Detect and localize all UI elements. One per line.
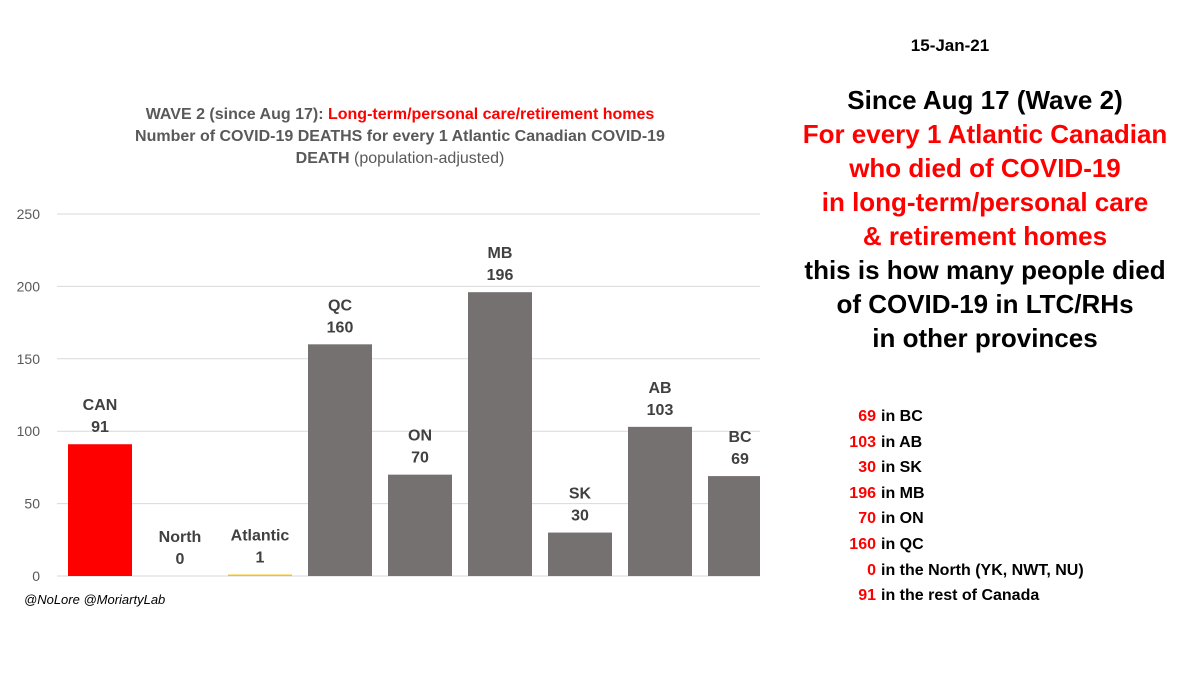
summary-row: 69 in BC: [800, 404, 1200, 430]
bar-value-label: 30: [571, 508, 589, 525]
bar-category-label: MB: [488, 245, 513, 262]
bar-atlantic: [228, 574, 292, 576]
summary-value: 30: [858, 459, 876, 477]
summary-row: 103 in AB: [800, 430, 1200, 456]
bar-ab: [628, 426, 692, 576]
summary-label: in the North (YK, NWT, NU): [881, 561, 1084, 579]
chart-title-line3-normal: (population-adjusted): [349, 150, 505, 167]
bar-value-label: 196: [487, 267, 514, 284]
summary-value: 69: [858, 408, 876, 425]
y-tick-label: 0: [32, 568, 40, 584]
bar-value-label: 1: [256, 550, 265, 567]
y-tick-label: 50: [24, 496, 40, 512]
chart-title-line3: DEATH (population-adjusted): [60, 148, 740, 170]
summary-row: 160 in QC: [800, 532, 1200, 558]
headline-line1: Since Aug 17 (Wave 2): [847, 85, 1123, 115]
bar-category-label: QC: [328, 297, 352, 314]
chart-title-prefix: WAVE 2 (since Aug 17):: [145, 106, 328, 123]
y-tick-label: 250: [17, 206, 41, 222]
bar-sk: [548, 532, 612, 576]
bar-value-label: 70: [411, 450, 429, 467]
summary-label: in SK: [881, 459, 922, 477]
summary-label: in BC: [881, 408, 923, 425]
summary-label: in AB: [881, 433, 923, 451]
bar-qc: [308, 344, 372, 576]
summary-row: 196 in MB: [800, 481, 1200, 507]
summary-row: 70 in ON: [800, 506, 1200, 532]
summary-value: 103: [849, 433, 876, 451]
bar-category-label: AB: [648, 380, 671, 397]
headline-red-line-3: in long-term/personal care: [821, 187, 1149, 217]
bar-value-label: 0: [176, 551, 185, 568]
summary-label: in the rest of Canada: [881, 587, 1040, 605]
bar-value-label: 160: [327, 319, 354, 336]
bar-category-label: Atlantic: [231, 528, 290, 545]
bar-category-label: North: [159, 529, 202, 546]
summary-value: 91: [858, 587, 876, 605]
summary-value: 70: [858, 510, 876, 528]
chart-title: WAVE 2 (since Aug 17): Long-term/persona…: [60, 104, 740, 170]
y-tick-label: 100: [17, 423, 41, 439]
bar-value-label: 69: [731, 451, 749, 468]
chart-title-line3-bold: DEATH: [295, 150, 350, 167]
bar-category-label: SK: [569, 486, 592, 503]
summary-label: in QC: [881, 535, 924, 553]
bar-category-label: ON: [408, 428, 432, 445]
headline-red-line-2: who died of COVID-19: [849, 153, 1121, 183]
headline-red-line-1: For every 1 Atlantic Canadian: [802, 119, 1168, 149]
bar-can: [68, 444, 132, 576]
summary-value: 160: [849, 535, 876, 553]
bar-chart: 0 50 100 150 200 250 CAN 91 North 0 Atlantic 1 QC 160…: [17, 206, 760, 584]
chart-title-highlight: Long-term/personal care/retirement homes: [327, 106, 655, 123]
y-tick-label: 200: [17, 278, 41, 294]
headline-black-line-3: in other provinces: [872, 323, 1098, 353]
summary-label: in MB: [881, 484, 925, 502]
summary-value: 196: [849, 484, 876, 502]
summary-row: 91 in the rest of Canada: [800, 583, 1200, 609]
headline-black-line-1: this is how many people died: [804, 255, 1166, 285]
bar-value-label: 103: [647, 402, 674, 419]
headline: Since Aug 17 (Wave 2) For every 1 Atlant…: [775, 83, 1195, 355]
chart-title-line1: WAVE 2 (since Aug 17): Long-term/persona…: [60, 104, 740, 126]
bar-mb: [468, 292, 532, 576]
summary-row: 30 in SK: [800, 455, 1200, 481]
bar-value-label: 91: [91, 419, 109, 436]
headline-black-line-2: of COVID-19 in LTC/RHs: [836, 289, 1134, 319]
bar-category-label: BC: [728, 429, 752, 446]
summary-list: 69 in BC 103 in AB 30 in SK 196 in MB 70 in O…: [800, 404, 1200, 609]
credit-text: @NoLore @MoriartyLab: [24, 592, 166, 607]
headline-red-line-4: & retirement homes: [862, 221, 1108, 251]
date-label: 15-Jan-21: [910, 36, 990, 55]
summary-value: 0: [867, 561, 876, 579]
summary-row: 0 in the North (YK, NWT, NU): [800, 558, 1200, 584]
chart-title-line2: Number of COVID-19 DEATHS for every 1 At…: [135, 128, 665, 145]
y-tick-label: 150: [17, 351, 41, 367]
bar-bc: [708, 476, 760, 576]
bar-category-label: CAN: [83, 397, 118, 414]
bar-on: [388, 474, 452, 576]
summary-label: in ON: [881, 510, 924, 528]
